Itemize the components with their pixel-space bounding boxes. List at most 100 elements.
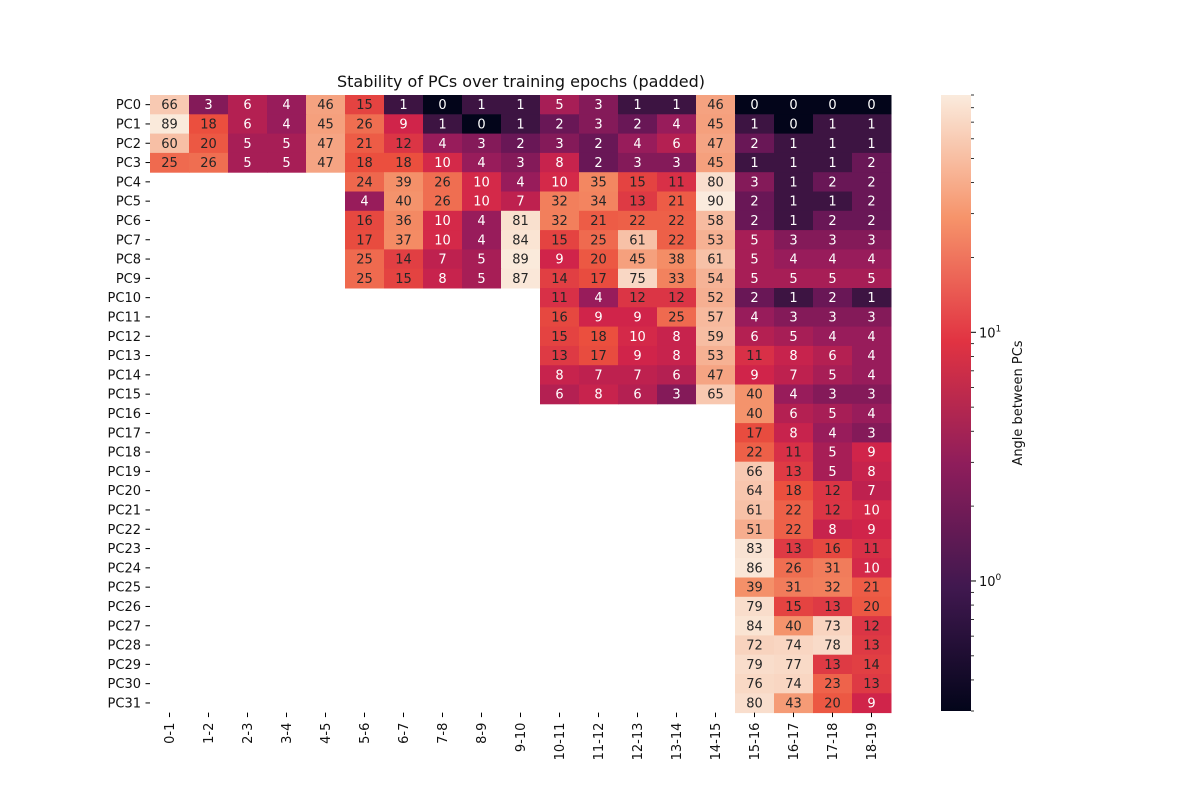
cell-value-label: 2 xyxy=(516,137,524,152)
x-tick-label: 18-19 xyxy=(865,723,880,761)
cell-value-label: 7 xyxy=(594,368,602,383)
cell-value-label: 32 xyxy=(551,214,568,229)
cell-value-label: 1 xyxy=(828,117,836,132)
y-tick-label: PC10 xyxy=(108,291,141,306)
cell-value-label: 3 xyxy=(672,156,680,171)
heatmap-cell xyxy=(228,152,268,173)
cell-value-label: 12 xyxy=(863,619,880,634)
cell-value-label: 40 xyxy=(395,195,412,210)
heatmap-cell xyxy=(813,538,853,559)
cell-value-label: 34 xyxy=(590,195,607,210)
cell-value-label: 17 xyxy=(590,272,607,287)
heatmap-cell xyxy=(657,307,697,328)
cell-value-label: 5 xyxy=(282,137,290,152)
cell-value-label: 8 xyxy=(789,349,797,364)
heatmap-cell xyxy=(813,152,853,173)
heatmap-cell xyxy=(540,345,580,366)
heatmap-cell xyxy=(618,191,658,212)
heatmap-cell xyxy=(150,133,190,154)
cell-value-label: 25 xyxy=(356,272,373,287)
heatmap-cell xyxy=(657,345,697,366)
heatmap-cell xyxy=(813,442,853,463)
cell-value-label: 78 xyxy=(824,639,841,654)
heatmap-cell xyxy=(423,114,463,135)
heatmap-cell xyxy=(735,403,775,424)
cell-value-label: 83 xyxy=(746,542,763,557)
heatmap-cell xyxy=(813,403,853,424)
cell-value-label: 2 xyxy=(594,137,602,152)
cell-value-label: 17 xyxy=(356,233,373,248)
y-tick-label: PC30 xyxy=(108,677,141,692)
cell-value-label: 4 xyxy=(282,98,290,113)
heatmap-cell xyxy=(852,230,892,250)
cell-value-label: 73 xyxy=(824,619,841,634)
heatmap-cells: 66 3 6 4 46 15 1 0 1 1 5 3 1 1 46 0 0 0 089 18 6 4 45 26 9 1 0 1 2 3 2… xyxy=(150,95,892,714)
heatmap-cell xyxy=(852,461,892,482)
cell-value-label: 0 xyxy=(867,98,875,113)
heatmap-cell xyxy=(618,365,658,385)
colorbar-ticks: 100 101 xyxy=(971,94,1002,712)
heatmap-cell xyxy=(696,249,736,270)
cell-value-label: 8 xyxy=(672,349,680,364)
heatmap-cell xyxy=(813,558,853,578)
cell-value-label: 24 xyxy=(356,175,373,190)
heatmap-cell xyxy=(384,95,424,115)
cell-value-label: 1 xyxy=(477,98,485,113)
cell-value-label: 7 xyxy=(789,368,797,383)
cell-value-label: 15 xyxy=(785,600,802,615)
cell-value-label: 89 xyxy=(161,117,178,132)
x-tick-label: 17-18 xyxy=(826,723,841,761)
cell-value-label: 51 xyxy=(746,523,763,538)
cell-value-label: 90 xyxy=(707,195,724,210)
heatmap-cell xyxy=(852,326,892,347)
heatmap-cell xyxy=(735,442,775,463)
cell-value-label: 13 xyxy=(785,465,802,480)
heatmap-cell xyxy=(306,114,346,135)
heatmap-cell xyxy=(774,442,814,463)
heatmap-cell xyxy=(462,249,502,270)
cell-value-label: 3 xyxy=(750,175,758,190)
heatmap-cell xyxy=(813,596,853,617)
cell-value-label: 1 xyxy=(789,175,797,190)
heatmap-cell xyxy=(852,693,892,714)
cell-value-label: 84 xyxy=(746,619,763,634)
cell-value-label: 1 xyxy=(633,98,641,113)
heatmap-cell xyxy=(657,114,697,135)
cell-value-label: 6 xyxy=(555,388,563,403)
x-tick-label: 3-4 xyxy=(280,723,295,744)
cell-value-label: 6 xyxy=(750,330,758,345)
y-tick-label: PC15 xyxy=(108,388,141,403)
cell-value-label: 1 xyxy=(789,214,797,229)
cell-value-label: 10 xyxy=(551,175,568,190)
cell-value-label: 4 xyxy=(282,117,290,132)
cell-value-label: 25 xyxy=(161,156,178,171)
heatmap-cell xyxy=(813,172,853,192)
heatmap-cell xyxy=(579,345,619,366)
heatmap-cell xyxy=(774,307,814,328)
cell-value-label: 4 xyxy=(828,426,836,441)
heatmap-cell xyxy=(774,191,814,212)
heatmap-cell xyxy=(345,114,385,135)
heatmap-cell xyxy=(735,326,775,347)
cell-value-label: 22 xyxy=(746,446,763,461)
heatmap-cell xyxy=(774,538,814,559)
cell-value-label: 3 xyxy=(867,233,875,248)
heatmap-cell xyxy=(774,558,814,578)
colorbar: 100 101 Angle between PCs xyxy=(941,94,1026,712)
cell-value-label: 22 xyxy=(785,523,802,538)
cell-value-label: 26 xyxy=(200,156,217,171)
cell-value-label: 61 xyxy=(746,503,763,518)
cell-value-label: 6 xyxy=(243,117,251,132)
heatmap-cell xyxy=(774,230,814,250)
y-axis-labels: PC0 PC1 PC2 PC3 PC4 PC5 PC6 PC7 PC8 PC9 PC10 PC11 PC… xyxy=(108,98,150,711)
heatmap-cell xyxy=(813,693,853,714)
cell-value-label: 46 xyxy=(707,98,724,113)
cell-value-label: 11 xyxy=(551,291,568,306)
cell-value-label: 4 xyxy=(438,137,446,152)
heatmap-cell xyxy=(852,654,892,675)
heatmap-cell xyxy=(774,674,814,694)
heatmap-cell xyxy=(462,191,502,212)
cell-value-label: 61 xyxy=(707,253,724,268)
cell-value-label: 77 xyxy=(785,658,802,673)
y-tick-label: PC19 xyxy=(108,465,141,480)
